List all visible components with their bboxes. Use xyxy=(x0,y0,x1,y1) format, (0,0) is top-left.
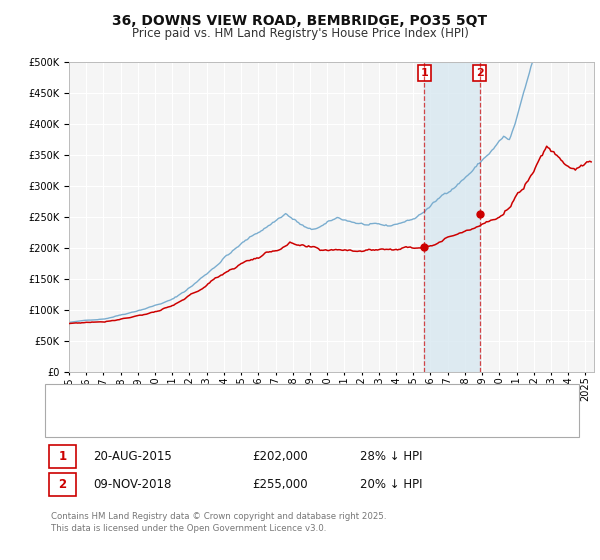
Text: Price paid vs. HM Land Registry's House Price Index (HPI): Price paid vs. HM Land Registry's House … xyxy=(131,27,469,40)
Text: HPI: Average price, detached house, Isle of Wight: HPI: Average price, detached house, Isle… xyxy=(93,418,351,428)
Text: 09-NOV-2018: 09-NOV-2018 xyxy=(93,478,172,491)
Text: 2: 2 xyxy=(476,68,484,78)
Text: 36, DOWNS VIEW ROAD, BEMBRIDGE, PO35 5QT: 36, DOWNS VIEW ROAD, BEMBRIDGE, PO35 5QT xyxy=(112,14,488,28)
Text: 28% ↓ HPI: 28% ↓ HPI xyxy=(360,450,422,463)
Text: 20% ↓ HPI: 20% ↓ HPI xyxy=(360,478,422,491)
Text: 36, DOWNS VIEW ROAD, BEMBRIDGE, PO35 5QT (detached house): 36, DOWNS VIEW ROAD, BEMBRIDGE, PO35 5QT… xyxy=(93,394,440,404)
Point xyxy=(475,209,485,218)
Text: 1: 1 xyxy=(421,68,428,78)
Text: £255,000: £255,000 xyxy=(252,478,308,491)
Point xyxy=(419,242,429,251)
Text: £202,000: £202,000 xyxy=(252,450,308,463)
Text: Contains HM Land Registry data © Crown copyright and database right 2025.
This d: Contains HM Land Registry data © Crown c… xyxy=(51,512,386,533)
Bar xyxy=(424,62,480,372)
Text: 1: 1 xyxy=(58,450,67,463)
Text: 2: 2 xyxy=(58,478,67,491)
Text: 20-AUG-2015: 20-AUG-2015 xyxy=(93,450,172,463)
